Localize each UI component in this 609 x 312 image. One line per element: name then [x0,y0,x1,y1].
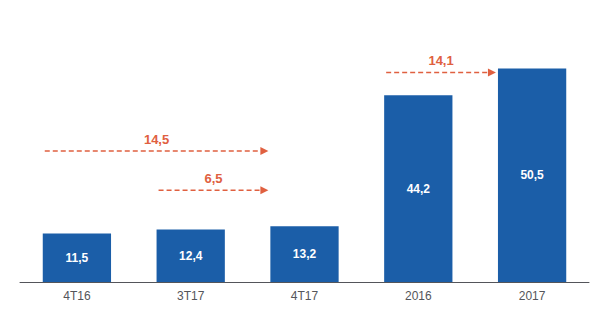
svg-text:2017: 2017 [519,289,546,303]
svg-text:6,5: 6,5 [204,171,222,186]
svg-text:4T16: 4T16 [63,289,91,303]
svg-text:4T17: 4T17 [291,289,319,303]
svg-text:14,5: 14,5 [144,132,169,147]
svg-text:13,2: 13,2 [293,247,317,261]
svg-text:11,5: 11,5 [66,251,89,265]
svg-text:3T17: 3T17 [177,289,205,303]
svg-text:44,2: 44,2 [407,182,431,196]
svg-text:14,1: 14,1 [428,53,453,68]
svg-text:2016: 2016 [405,289,432,303]
svg-text:50,5: 50,5 [520,168,544,182]
svg-text:12,4: 12,4 [179,249,203,263]
